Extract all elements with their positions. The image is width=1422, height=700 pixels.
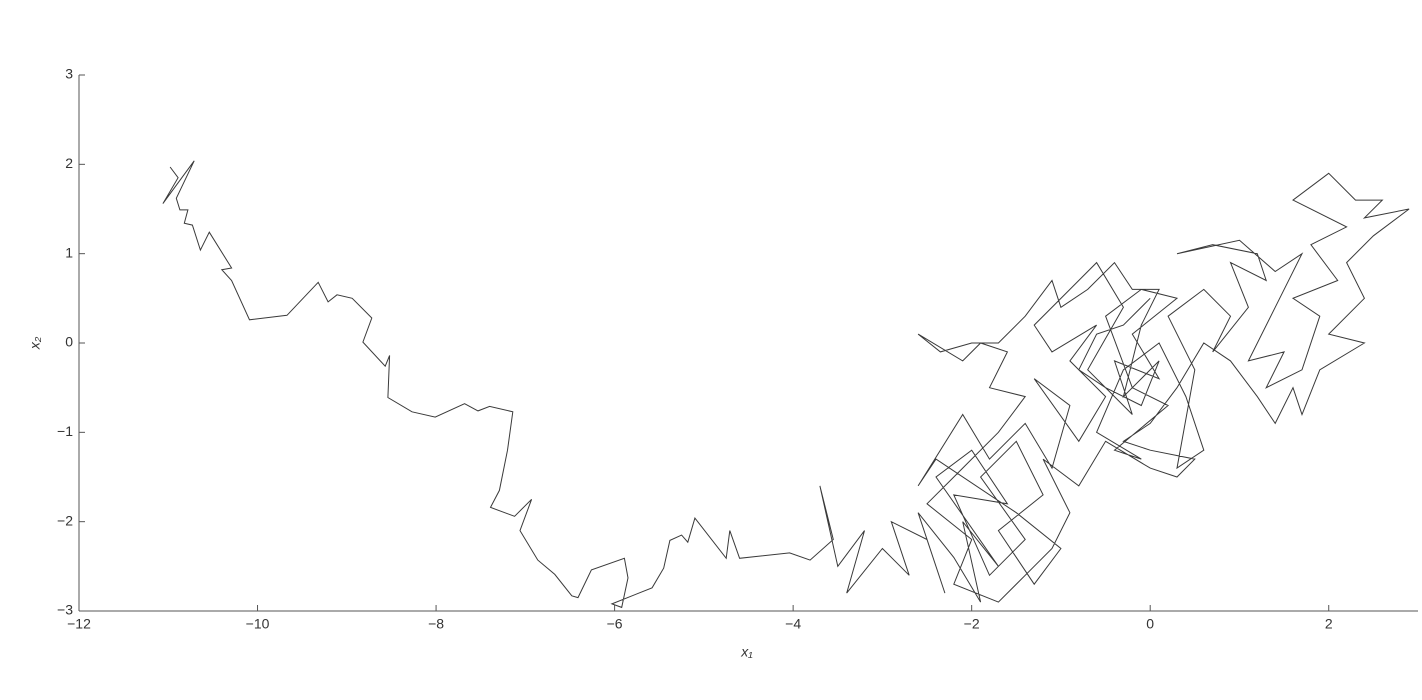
x-tick-label: 2 (1325, 616, 1333, 632)
x-tick-label: −2 (964, 616, 980, 632)
y-tick-label: 0 (65, 334, 73, 350)
y-tick-label: −2 (57, 512, 73, 528)
y-axis-label: x₂ (27, 336, 43, 350)
y-tick-label: 1 (65, 244, 73, 260)
y-tick-label: 3 (65, 66, 73, 82)
y-tick-label: −3 (57, 602, 73, 618)
x-tick-label: −10 (246, 616, 270, 632)
x-tick-label: 0 (1146, 616, 1154, 632)
y-tick-label: 2 (65, 155, 73, 171)
data-line (162, 160, 1410, 609)
x-tick-label: −8 (428, 616, 444, 632)
x-axis-label: x₁ (740, 644, 753, 660)
x-tick-label: −12 (67, 616, 91, 632)
y-tick-label: −1 (57, 423, 73, 439)
x-tick-label: −6 (607, 616, 623, 632)
x-tick-label: −4 (785, 616, 801, 632)
